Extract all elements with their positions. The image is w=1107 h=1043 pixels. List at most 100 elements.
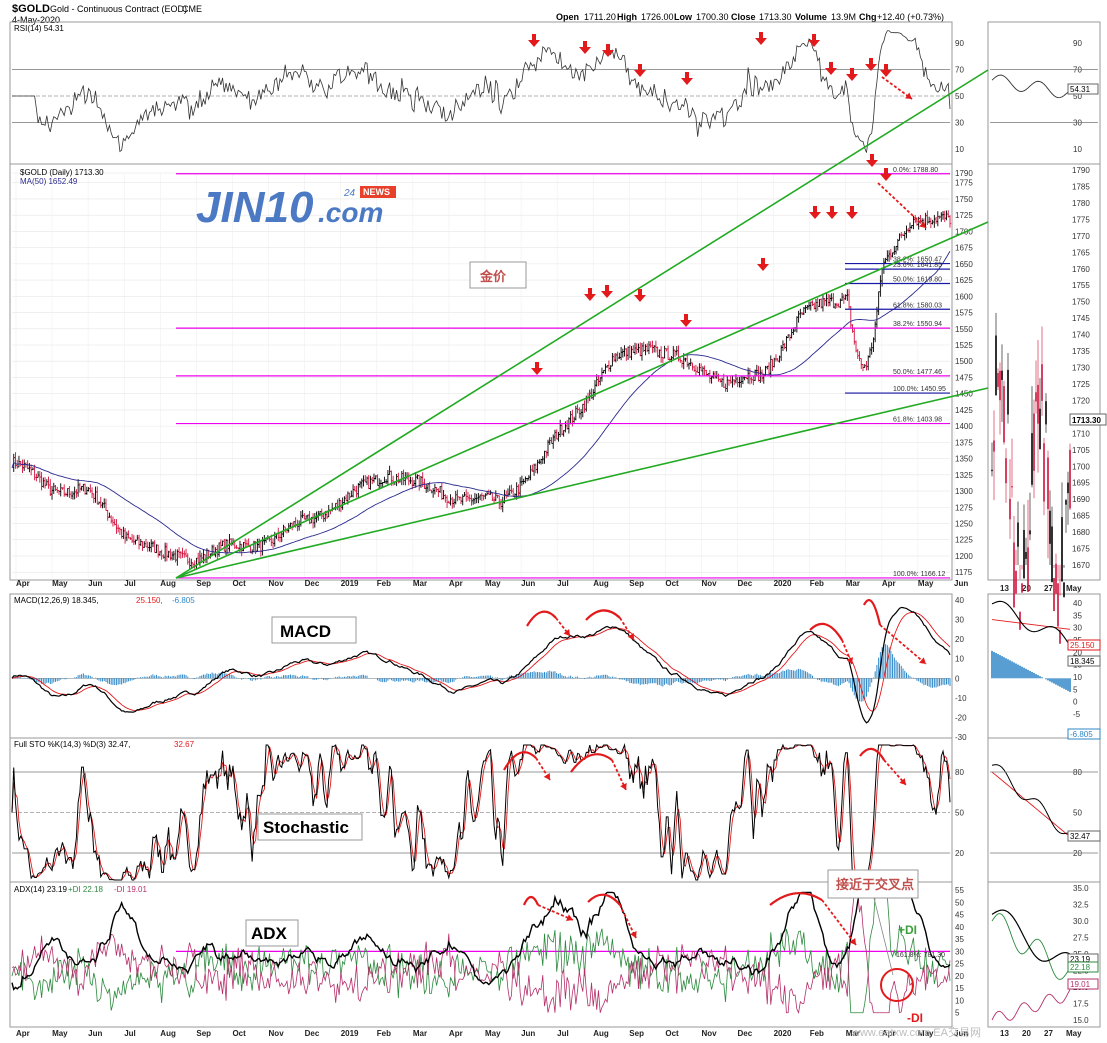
zoom-macd-hist-bar bbox=[1003, 657, 1005, 679]
cross-point-label: 接近于交叉点 bbox=[836, 877, 914, 893]
macd-box-label: MACD bbox=[280, 622, 331, 641]
cross-point-box-frame bbox=[827, 869, 919, 899]
x-label-1-15: Jul bbox=[557, 1029, 569, 1038]
x-label-1-17: Sep bbox=[629, 1029, 644, 1038]
macd-signal-title: 25.150, bbox=[136, 596, 163, 605]
down-arrow-stem-9 bbox=[869, 58, 873, 64]
price-tick-18: 1350 bbox=[955, 455, 973, 464]
macd-hist-value: -6.805 bbox=[1070, 730, 1093, 739]
x-label-0-3: Jul bbox=[124, 579, 136, 588]
sto-zoom-frame bbox=[987, 737, 1101, 883]
zoom-macd-hist-bar bbox=[1063, 678, 1065, 689]
exchange: CME bbox=[182, 4, 202, 14]
zoom-candle-body bbox=[1025, 551, 1027, 559]
zoom-sto-d-line bbox=[991, 771, 1071, 838]
zoom-candle-body bbox=[1051, 526, 1053, 583]
adx-panel-frame bbox=[9, 881, 953, 1028]
zoom-candle-body bbox=[1065, 500, 1067, 505]
zoom-candle-body bbox=[1039, 408, 1041, 450]
price-tick-21: 1275 bbox=[955, 503, 973, 512]
down-arrow-3 bbox=[634, 70, 646, 77]
zoom-macd-hist-bar bbox=[1051, 678, 1053, 683]
price-tick-8: 1600 bbox=[955, 292, 973, 301]
zoom-macd-hist-bar bbox=[1031, 671, 1033, 679]
adx-pdi-box bbox=[1067, 961, 1099, 973]
x-label-1-24: Apr bbox=[882, 1029, 896, 1038]
down-arrow-stem-15 bbox=[684, 314, 688, 320]
x-label-0-7: Nov bbox=[269, 579, 285, 588]
price-tick-13: 1475 bbox=[955, 373, 973, 382]
price-layer bbox=[11, 210, 952, 570]
price-tick-25: 1175 bbox=[955, 568, 973, 577]
x-label-0-1: May bbox=[52, 579, 68, 588]
macd-tick-0: 40 bbox=[955, 596, 964, 605]
x-label-1-26: Jun bbox=[954, 1029, 968, 1038]
trendline-layer bbox=[175, 69, 989, 579]
zoom-macd-hist-bar bbox=[1005, 658, 1007, 679]
jin10-logo: JIN10 .com 24 NEWS bbox=[196, 183, 396, 232]
x-label-0-13: May bbox=[485, 579, 501, 588]
x-label-1-1: May bbox=[52, 1029, 68, 1038]
down-arrow-stem-17 bbox=[813, 206, 817, 212]
down-arrow-stem-20 bbox=[870, 154, 874, 160]
rsi-tick-1: 70 bbox=[955, 66, 964, 75]
zoom-candle-body bbox=[993, 440, 995, 452]
rsi-zoom-tick-4: 10 bbox=[1073, 145, 1082, 154]
zoom-macd-signal-line bbox=[991, 619, 1071, 630]
down-arrow-0 bbox=[528, 40, 540, 47]
zoom-sto-k-line bbox=[991, 764, 1071, 835]
x-axis-ticks: Apr May Jun Jul Aug Sep Oct Nov Dec 2019 Feb Mar Apr… bbox=[16, 579, 1082, 1038]
price-zoom-frame bbox=[987, 163, 1101, 581]
down-arrow-stem-7 bbox=[829, 62, 833, 68]
zoom-candle-body bbox=[1067, 482, 1069, 494]
zoom-macd-hist-bar bbox=[993, 651, 995, 679]
down-arrow-stem-18 bbox=[830, 206, 834, 212]
zoom-macd-hist-bar bbox=[1053, 678, 1055, 684]
down-arrow-18 bbox=[826, 212, 838, 219]
x-label-0-24: Apr bbox=[882, 579, 896, 588]
sto-title: Full STO %K(14,3) %D(3) 32.47, bbox=[14, 740, 130, 749]
x-label-0-23: Mar bbox=[846, 579, 860, 588]
adx-tick-4: 35 bbox=[955, 935, 964, 944]
macd-zoom-tick-9: -5 bbox=[1073, 710, 1081, 719]
x-label-1-8: Dec bbox=[305, 1029, 320, 1038]
price-zoom-tick-18: 1700 bbox=[1072, 462, 1090, 471]
macd-zoom-tick-6: 10 bbox=[1073, 673, 1082, 682]
zoom-candle-body bbox=[1013, 542, 1015, 608]
sto-tick-0: 80 bbox=[955, 768, 964, 777]
chg-label: Chg bbox=[859, 12, 877, 22]
zoom-macd-hist-bar bbox=[1023, 667, 1025, 679]
adx-mdi-title: -DI 19.01 bbox=[114, 885, 147, 894]
down-arrow-21 bbox=[880, 174, 892, 181]
macd-panel-frame bbox=[9, 593, 953, 739]
price-tick-23: 1225 bbox=[955, 536, 973, 545]
zoom-macd-hist-bar bbox=[1009, 660, 1011, 679]
high-label: High bbox=[617, 12, 637, 22]
curved-arrow-8 bbox=[587, 893, 621, 906]
close-value: 1713.30 bbox=[759, 12, 792, 22]
gold-price-box-frame bbox=[469, 261, 527, 289]
down-arrow-5 bbox=[755, 38, 767, 45]
trendline-0 bbox=[175, 69, 989, 579]
x-label-0-25: May bbox=[918, 579, 934, 588]
adx-title: ADX(14) 23.19 bbox=[14, 885, 67, 894]
x-label-0-5: Sep bbox=[196, 579, 211, 588]
x-label-1-6: Oct bbox=[232, 1029, 246, 1038]
x-label-0-19: Nov bbox=[701, 579, 717, 588]
macd-box-frame bbox=[271, 616, 357, 644]
adx-pdi-line bbox=[11, 892, 951, 1014]
down-arrow-12 bbox=[584, 294, 596, 301]
value-labels: 54.31 1713.30 25.150 18.345 -6.805 32.47… bbox=[1067, 83, 1107, 990]
open-label: Open bbox=[556, 12, 579, 22]
sto-zoom-tick-1: 50 bbox=[1073, 809, 1082, 818]
price-title: $GOLD (Daily) 1713.30 bbox=[20, 168, 104, 177]
fib-label-4: 61.8%: 1580.03 bbox=[893, 302, 942, 309]
zoom-candle-body bbox=[1029, 530, 1031, 535]
zoom-macd-hist-bar bbox=[1049, 678, 1051, 682]
zoom-macd-hist-bar bbox=[1069, 678, 1071, 692]
price-tick-11: 1525 bbox=[955, 341, 973, 350]
x-label-0-15: Jul bbox=[557, 579, 569, 588]
x-label-0-2: Jun bbox=[88, 579, 102, 588]
